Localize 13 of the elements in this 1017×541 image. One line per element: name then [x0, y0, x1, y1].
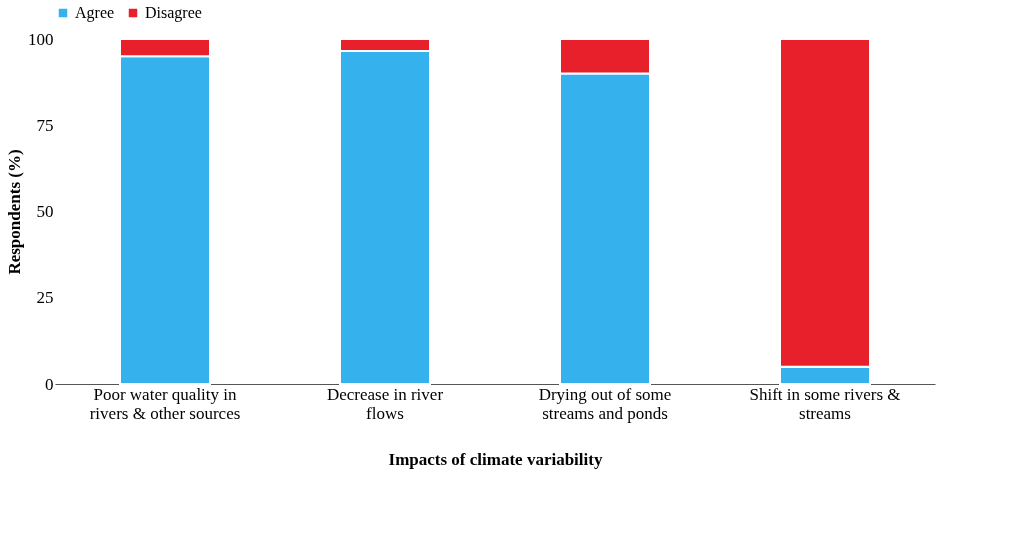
- x-tick-label: Shift in some rivers & streams: [749, 384, 901, 423]
- y-tick-label: 75: [36, 115, 54, 135]
- x-tick-label: Poor water quality in rivers & other sources: [89, 384, 241, 423]
- y-tick-label: 25: [36, 288, 54, 308]
- x-axis-title: Impacts of climate variability: [388, 449, 603, 469]
- y-tick-label: 50: [36, 202, 54, 221]
- y-tick-label: 100: [28, 29, 54, 49]
- legend-label: Disagree: [145, 4, 202, 22]
- x-tick-label: Drying out of some streams and ponds: [538, 384, 672, 423]
- x-tick-label: Decrease in river flows: [326, 384, 444, 423]
- y-axis-title: Respondents (%): [5, 149, 24, 275]
- y-tick-label: 0: [45, 374, 54, 394]
- legend-label: Agree: [75, 4, 115, 22]
